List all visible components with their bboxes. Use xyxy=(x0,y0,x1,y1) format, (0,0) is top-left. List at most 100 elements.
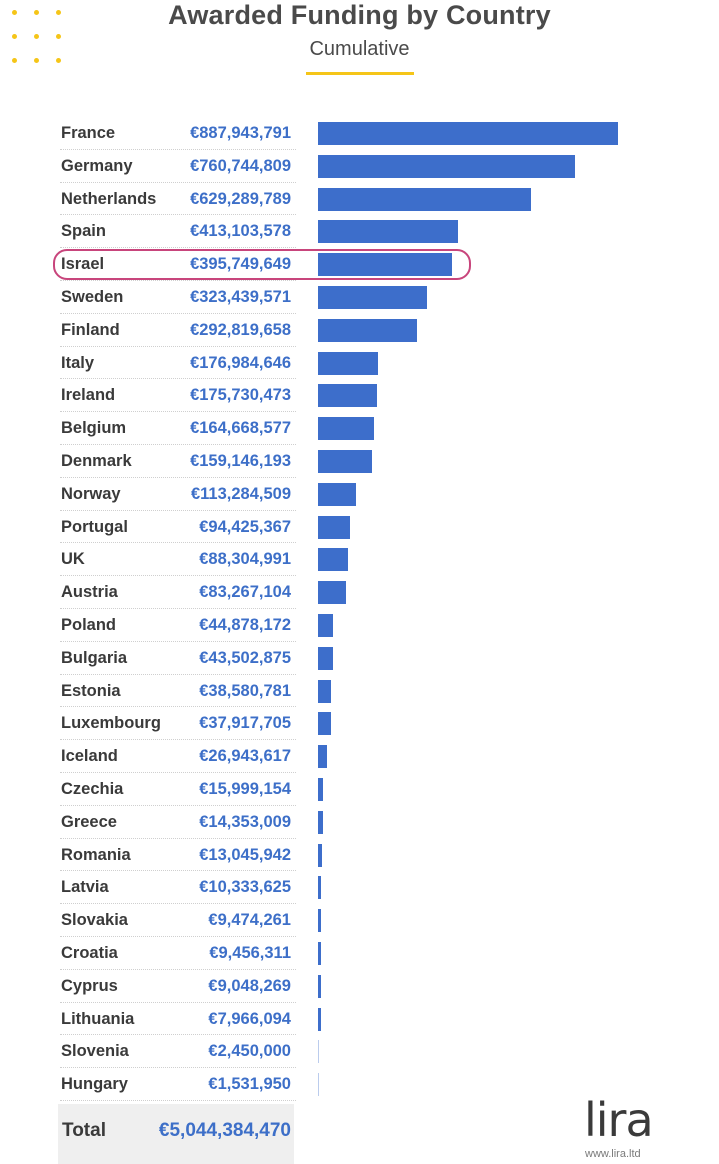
country-label: Germany xyxy=(61,156,133,175)
country-label: Estonia xyxy=(61,681,121,700)
bar-romania xyxy=(318,843,323,867)
bar-israel xyxy=(318,253,452,277)
table-row xyxy=(60,281,296,314)
amount-label: €88,304,991 xyxy=(199,550,291,569)
table-row xyxy=(60,806,296,839)
subtitle-underline xyxy=(306,72,414,75)
amount-label: €44,878,172 xyxy=(199,616,291,634)
country-label: Romania xyxy=(61,845,131,864)
country-label: UK xyxy=(61,550,85,569)
bar-spain xyxy=(318,220,458,244)
table-row xyxy=(60,642,296,675)
table-row xyxy=(60,347,296,380)
amount-label: €13,045,942 xyxy=(199,845,291,864)
amount-label: €159,146,193 xyxy=(190,452,291,470)
table-row xyxy=(60,576,296,609)
table-row xyxy=(60,740,296,773)
bar-germany xyxy=(318,154,576,178)
bar-slovenia xyxy=(318,1040,319,1064)
bar-netherlands xyxy=(318,187,531,211)
country-label: Israel xyxy=(61,255,105,274)
bar-greece xyxy=(318,810,323,834)
country-label: Croatia xyxy=(61,944,118,962)
bar-norway xyxy=(318,482,357,506)
country-label: Iceland xyxy=(61,747,118,766)
amount-label: €26,943,617 xyxy=(199,747,291,766)
bar-denmark xyxy=(318,449,372,473)
decorative-dots xyxy=(10,8,62,68)
amount-label: €94,425,367 xyxy=(199,517,291,536)
table-row xyxy=(60,248,296,281)
total-box xyxy=(58,1104,294,1164)
bar-iceland xyxy=(318,745,328,769)
amount-label: €9,048,269 xyxy=(208,976,291,995)
amount-label: €15,999,154 xyxy=(199,780,291,798)
bar-hungary xyxy=(318,1073,319,1097)
country-label: Luxembourg xyxy=(61,714,161,733)
country-label: Norway xyxy=(61,484,121,503)
amount-label: €164,668,577 xyxy=(190,419,291,438)
country-label: Sweden xyxy=(61,288,124,306)
bar-portugal xyxy=(318,515,350,539)
country-label: Latvia xyxy=(61,878,109,897)
country-label: Finland xyxy=(61,320,120,339)
amount-label: €292,819,658 xyxy=(190,320,291,339)
amount-label: €175,730,473 xyxy=(190,386,291,405)
bar-italy xyxy=(318,351,378,375)
country-label: France xyxy=(61,124,116,142)
table-row xyxy=(60,478,296,511)
bar-croatia xyxy=(318,941,322,965)
bar-cyprus xyxy=(318,974,322,998)
table-row xyxy=(60,215,296,249)
table-row xyxy=(60,937,296,970)
chart-title: Awarded Funding by Country xyxy=(168,0,551,30)
country-label: Czechia xyxy=(61,780,124,798)
bar-sweden xyxy=(318,285,428,309)
table-row xyxy=(60,675,296,708)
table-row xyxy=(60,1068,296,1101)
country-label: Cyprus xyxy=(61,976,118,995)
table-row xyxy=(60,1003,296,1036)
amount-label: €83,267,104 xyxy=(199,583,291,602)
highlight-outline xyxy=(53,249,471,280)
amount-label: €1,531,950 xyxy=(208,1075,291,1094)
table-row xyxy=(60,183,296,216)
bar-austria xyxy=(318,581,347,605)
country-label: Netherlands xyxy=(61,189,157,208)
country-label: Spain xyxy=(61,222,106,241)
bar-finland xyxy=(318,318,417,342)
table-row xyxy=(60,511,296,544)
table-row xyxy=(60,412,296,445)
country-label: Bulgaria xyxy=(61,648,128,667)
table-row xyxy=(60,871,296,905)
bar-bulgaria xyxy=(318,646,333,670)
amount-label: €7,966,094 xyxy=(208,1009,291,1028)
bar-france xyxy=(318,121,618,145)
table-row xyxy=(60,150,296,183)
amount-label: €9,456,311 xyxy=(209,944,291,962)
amount-label: €43,502,875 xyxy=(199,648,291,667)
table-row xyxy=(60,707,296,741)
table-row xyxy=(60,314,296,347)
amount-label: €413,103,578 xyxy=(190,222,291,241)
country-label: Lithuania xyxy=(61,1009,135,1028)
country-label: Hungary xyxy=(61,1075,128,1094)
chart-subtitle: Cumulative xyxy=(309,38,410,60)
bar-czechia xyxy=(318,777,324,801)
amount-label: €176,984,646 xyxy=(190,353,291,372)
table-row xyxy=(60,1035,296,1069)
amount-label: €395,749,649 xyxy=(190,255,291,274)
amount-label: €14,353,009 xyxy=(199,812,291,831)
bar-lithuania xyxy=(318,1007,321,1031)
amount-label: €629,289,789 xyxy=(190,189,291,208)
bar-belgium xyxy=(318,417,374,441)
table-row xyxy=(60,543,296,577)
country-label: Slovenia xyxy=(61,1042,129,1061)
country-label: Austria xyxy=(61,583,118,602)
table-row xyxy=(60,839,296,872)
table-row xyxy=(60,379,296,413)
amount-label: €10,333,625 xyxy=(199,878,291,897)
table-row xyxy=(60,773,296,806)
country-label: Italy xyxy=(61,353,95,372)
